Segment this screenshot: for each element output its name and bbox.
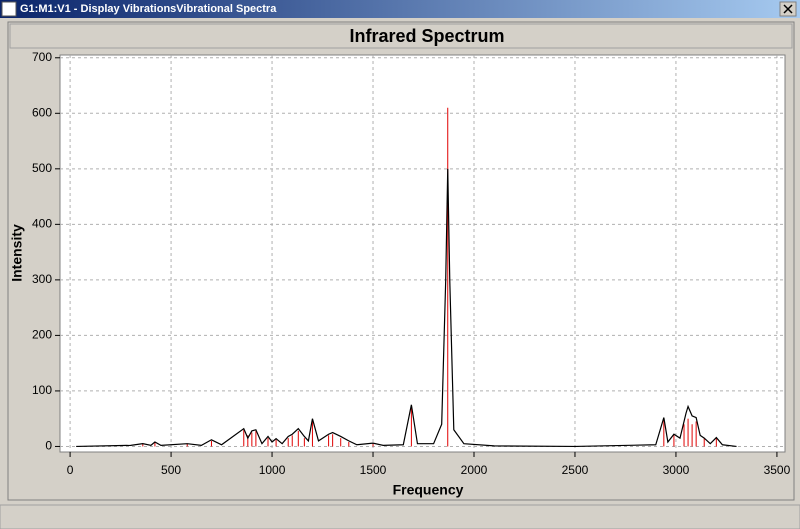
y-tick-label: 600 [32,105,52,119]
chart-title: Infrared Spectrum [349,26,504,46]
x-tick-label: 1000 [259,463,286,477]
x-tick-label: 1500 [360,463,387,477]
x-tick-label: 0 [67,463,74,477]
x-tick-label: 2500 [562,463,589,477]
y-tick-label: 700 [32,50,52,64]
plot-area [59,54,786,453]
x-tick-label: 3000 [663,463,690,477]
y-axis-label: Intensity [9,224,25,282]
x-tick-label: 500 [161,463,181,477]
y-tick-label: 400 [32,217,52,231]
title-bar [0,0,800,18]
x-axis-label: Frequency [393,482,464,498]
x-tick-label: 3500 [764,463,791,477]
chart-title-panel [9,23,793,49]
y-tick-label: 200 [32,328,52,342]
y-tick-label: 0 [45,439,52,453]
y-tick-label: 100 [32,383,52,397]
window-title: G1:M1:V1 - Display VibrationsVibrational… [20,3,277,15]
close-icon [783,4,793,14]
app-icon [1,1,17,17]
status-bar [0,504,800,529]
y-tick-label: 500 [32,161,52,175]
spectrum-line [76,168,737,448]
x-tick-label: 2000 [461,463,488,477]
y-tick-label: 300 [32,272,52,286]
